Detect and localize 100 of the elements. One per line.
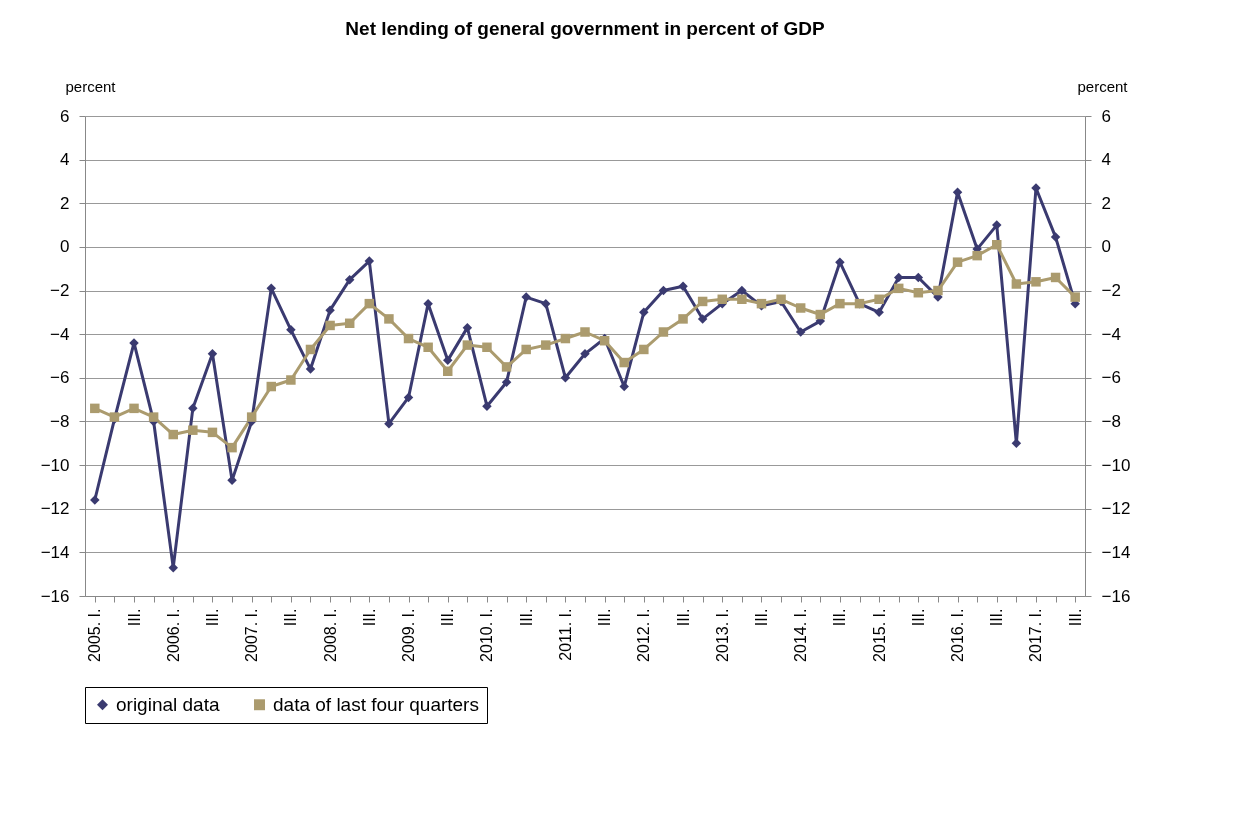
x-tick-label: 2010. I. — [478, 608, 496, 662]
x-tick-label: III. — [125, 608, 143, 627]
point — [344, 274, 355, 285]
chart-title: Net lending of general government in percent of GDP — [345, 18, 825, 39]
point — [188, 425, 198, 435]
y-tick-label: −6 — [50, 368, 70, 388]
point — [972, 250, 982, 261]
x-tick-label: 2017. I. — [1027, 608, 1045, 662]
x-tick-label: 2009. I. — [400, 608, 418, 662]
y2-tick-label: −16 — [1101, 586, 1131, 606]
y2-tick-label: −4 — [1101, 324, 1121, 344]
x-tick-label: III. — [674, 608, 692, 627]
point — [501, 362, 512, 372]
point — [188, 403, 198, 414]
point — [443, 366, 453, 377]
x-tick-label: III. — [909, 608, 927, 627]
point — [443, 355, 453, 366]
x-tick-label: III. — [831, 608, 849, 627]
y-tick-label: −2 — [50, 281, 70, 301]
x-tick-label: 2012. I. — [635, 608, 653, 662]
point — [246, 412, 257, 422]
point — [697, 314, 708, 324]
point — [795, 327, 806, 337]
point — [384, 314, 394, 324]
point — [286, 375, 296, 385]
point — [90, 403, 100, 414]
y-tick-label: −8 — [50, 411, 70, 431]
legend-label: data of last four quarters — [273, 693, 479, 715]
y-tick-label: −14 — [40, 542, 70, 562]
point — [874, 294, 884, 305]
y2-tick-label: 0 — [1101, 237, 1111, 257]
point — [815, 309, 826, 320]
point — [148, 412, 159, 422]
point — [305, 344, 316, 355]
point — [305, 364, 316, 374]
point — [952, 257, 963, 267]
x-tick-label: III. — [517, 608, 535, 627]
x-tick-label: 2006. I. — [164, 608, 182, 662]
y2-tick-label: −10 — [1101, 455, 1131, 475]
y-tick-label: −10 — [40, 455, 70, 475]
point — [560, 333, 571, 344]
point — [580, 327, 590, 337]
point — [639, 307, 649, 318]
point — [325, 320, 335, 331]
point — [286, 325, 296, 335]
point — [482, 342, 492, 353]
x-tick-label: III. — [439, 608, 457, 627]
point — [403, 392, 414, 403]
x-tick-label: III. — [1066, 608, 1084, 627]
point — [737, 285, 747, 296]
x-tick-label: 2005. I. — [86, 608, 104, 662]
point — [541, 298, 551, 309]
point — [835, 298, 845, 309]
point — [835, 257, 845, 267]
y-axis-title: percent — [65, 77, 117, 95]
x-tick-label: 2011. I. — [556, 608, 574, 661]
point — [129, 403, 139, 414]
point — [207, 427, 218, 438]
y2-axis-title: percent — [1077, 77, 1129, 95]
point — [403, 333, 414, 344]
point — [658, 327, 669, 337]
point — [344, 318, 355, 329]
point — [521, 344, 531, 355]
point — [913, 287, 924, 298]
y2-tick-label: 6 — [1101, 106, 1111, 126]
point — [266, 381, 277, 392]
point — [364, 256, 375, 266]
point — [227, 442, 237, 453]
x-tick-label: 2014. I. — [792, 608, 810, 662]
point — [462, 340, 473, 350]
x-tick-label: 2015. I. — [870, 608, 888, 662]
y-tick-label: −12 — [40, 499, 70, 519]
point — [717, 294, 727, 305]
y-tick-label: 0 — [60, 237, 70, 257]
legend-label: original data — [116, 693, 220, 715]
y2-tick-label: 4 — [1101, 150, 1111, 170]
x-tick-label: III. — [752, 608, 770, 627]
point — [423, 342, 433, 353]
point — [325, 305, 335, 315]
y-tick-label: 2 — [60, 193, 70, 213]
x-tick-label: 2008. I. — [321, 608, 339, 662]
y2-tick-label: −2 — [1101, 281, 1121, 301]
point — [893, 283, 904, 294]
point — [501, 377, 512, 387]
point — [168, 429, 178, 440]
point — [1050, 272, 1061, 283]
point — [639, 344, 649, 355]
y-tick-label: 6 — [60, 106, 70, 126]
x-tick-label: 2016. I. — [949, 608, 967, 662]
point — [795, 303, 806, 313]
point — [658, 285, 669, 296]
point — [737, 294, 747, 305]
point — [678, 314, 688, 324]
x-tick-label: 2007. I. — [243, 608, 261, 662]
point — [364, 298, 375, 309]
point — [1070, 292, 1080, 302]
point — [992, 239, 1002, 250]
point — [697, 296, 708, 307]
y-tick-label: −16 — [40, 586, 70, 606]
y2-tick-label: −6 — [1101, 368, 1121, 388]
